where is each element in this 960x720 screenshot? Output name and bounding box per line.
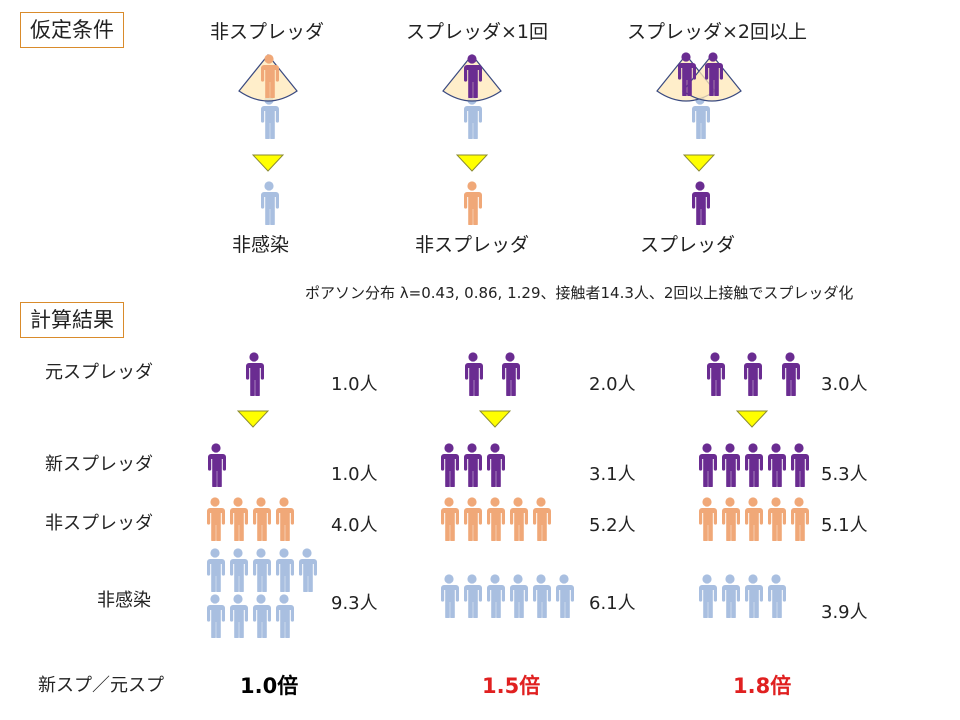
value-new-spreader-1: 1.0人 <box>331 464 378 485</box>
uninfected-figure <box>207 594 225 638</box>
original-spreader-figure <box>744 352 762 396</box>
uninfected-figure <box>533 574 551 618</box>
outcome-uninfected-figure <box>261 181 279 225</box>
nonspreader-figure <box>510 497 528 541</box>
nonspreader-figure <box>261 54 279 98</box>
arrow-result-2 <box>479 410 511 428</box>
spreader-figure <box>678 52 696 96</box>
arrow-assump-2 <box>456 154 488 172</box>
row-label-non-spreader: 非スプレッダ <box>45 513 153 534</box>
ratio-1: 1.0倍 <box>240 674 299 698</box>
ratio-2: 1.5倍 <box>482 674 541 698</box>
row-label-ratio: 新スプ／元スプ <box>38 675 164 696</box>
new-spreader-figure <box>791 443 809 487</box>
uninfected-figure <box>745 574 763 618</box>
value-uninfected-3: 3.9人 <box>821 602 868 623</box>
uninfected-figure <box>207 548 225 592</box>
assumption-result-2: 非スプレッダ <box>415 234 530 256</box>
nonspreader-figure <box>207 497 225 541</box>
row-label-original: 元スプレッダ <box>45 362 153 383</box>
new-spreader-figure <box>464 443 482 487</box>
assumption-title-1: 非スプレッダ <box>210 21 325 43</box>
nonspreader-figure <box>276 497 294 541</box>
uninfected-figure <box>464 574 482 618</box>
spreader-figure <box>705 52 723 96</box>
new-spreader-figure <box>208 443 226 487</box>
uninfected-figure <box>299 548 317 592</box>
uninfected-figure <box>699 574 717 618</box>
assumption-title-2: スプレッダ×1回 <box>406 21 549 43</box>
new-spreader-figure <box>441 443 459 487</box>
uninfected-figure <box>768 574 786 618</box>
value-uninfected-2: 6.1人 <box>589 593 636 614</box>
assumption-title-3: スプレッダ×2回以上 <box>627 21 808 43</box>
uninfected-figure <box>556 574 574 618</box>
original-spreader-figure <box>246 352 264 396</box>
uninfected-figure <box>722 574 740 618</box>
ratio-3: 1.8倍 <box>733 674 792 698</box>
new-spreader-figure <box>699 443 717 487</box>
nonspreader-figure <box>745 497 763 541</box>
nonspreader-figure <box>533 497 551 541</box>
original-spreader-figure <box>502 352 520 396</box>
results-heading: 計算結果 <box>20 302 124 338</box>
uninfected-figure <box>230 594 248 638</box>
assumption-result-3: スプレッダ <box>640 234 736 256</box>
uninfected-figure <box>230 548 248 592</box>
nonspreader-figure <box>464 497 482 541</box>
value-non-spreader-3: 5.1人 <box>821 515 868 536</box>
value-original-2: 2.0人 <box>589 374 636 395</box>
uninfected-figure <box>276 594 294 638</box>
value-new-spreader-2: 3.1人 <box>589 464 636 485</box>
value-non-spreader-2: 5.2人 <box>589 515 636 536</box>
uninfected-figure <box>487 574 505 618</box>
row-label-uninfected: 非感染 <box>97 590 151 611</box>
uninfected-figure <box>253 548 271 592</box>
uninfected-figure <box>510 574 528 618</box>
nonspreader-figure <box>699 497 717 541</box>
nonspreader-figure <box>768 497 786 541</box>
arrow-assump-3 <box>683 154 715 172</box>
value-new-spreader-3: 5.3人 <box>821 464 868 485</box>
new-spreader-figure <box>722 443 740 487</box>
outcome-spreader-figure <box>692 181 710 225</box>
assumption-result-1: 非感染 <box>232 234 290 256</box>
nonspreader-figure <box>722 497 740 541</box>
uninfected-figure <box>253 594 271 638</box>
arrow-assump-1 <box>252 154 284 172</box>
uninfected-figure <box>441 574 459 618</box>
arrow-result-3 <box>736 410 768 428</box>
nonspreader-figure <box>230 497 248 541</box>
outcome-nonspreader-figure <box>464 181 482 225</box>
assumption-note: ポアソン分布 λ=0.43, 0.86, 1.29、接触者14.3人、2回以上接… <box>305 284 854 302</box>
original-spreader-figure <box>707 352 725 396</box>
new-spreader-figure <box>745 443 763 487</box>
value-non-spreader-1: 4.0人 <box>331 515 378 536</box>
new-spreader-figure <box>768 443 786 487</box>
nonspreader-figure <box>441 497 459 541</box>
assumptions-heading: 仮定条件 <box>20 12 124 48</box>
original-spreader-figure <box>782 352 800 396</box>
row-label-new-spreader: 新スプレッダ <box>45 454 153 475</box>
nonspreader-figure <box>487 497 505 541</box>
nonspreader-figure <box>253 497 271 541</box>
uninfected-figure <box>276 548 294 592</box>
original-spreader-figure <box>465 352 483 396</box>
new-spreader-figure <box>487 443 505 487</box>
value-original-1: 1.0人 <box>331 374 378 395</box>
value-uninfected-1: 9.3人 <box>331 593 378 614</box>
value-original-3: 3.0人 <box>821 374 868 395</box>
nonspreader-figure <box>791 497 809 541</box>
spreader-figure <box>464 54 482 98</box>
arrow-result-1 <box>237 410 269 428</box>
